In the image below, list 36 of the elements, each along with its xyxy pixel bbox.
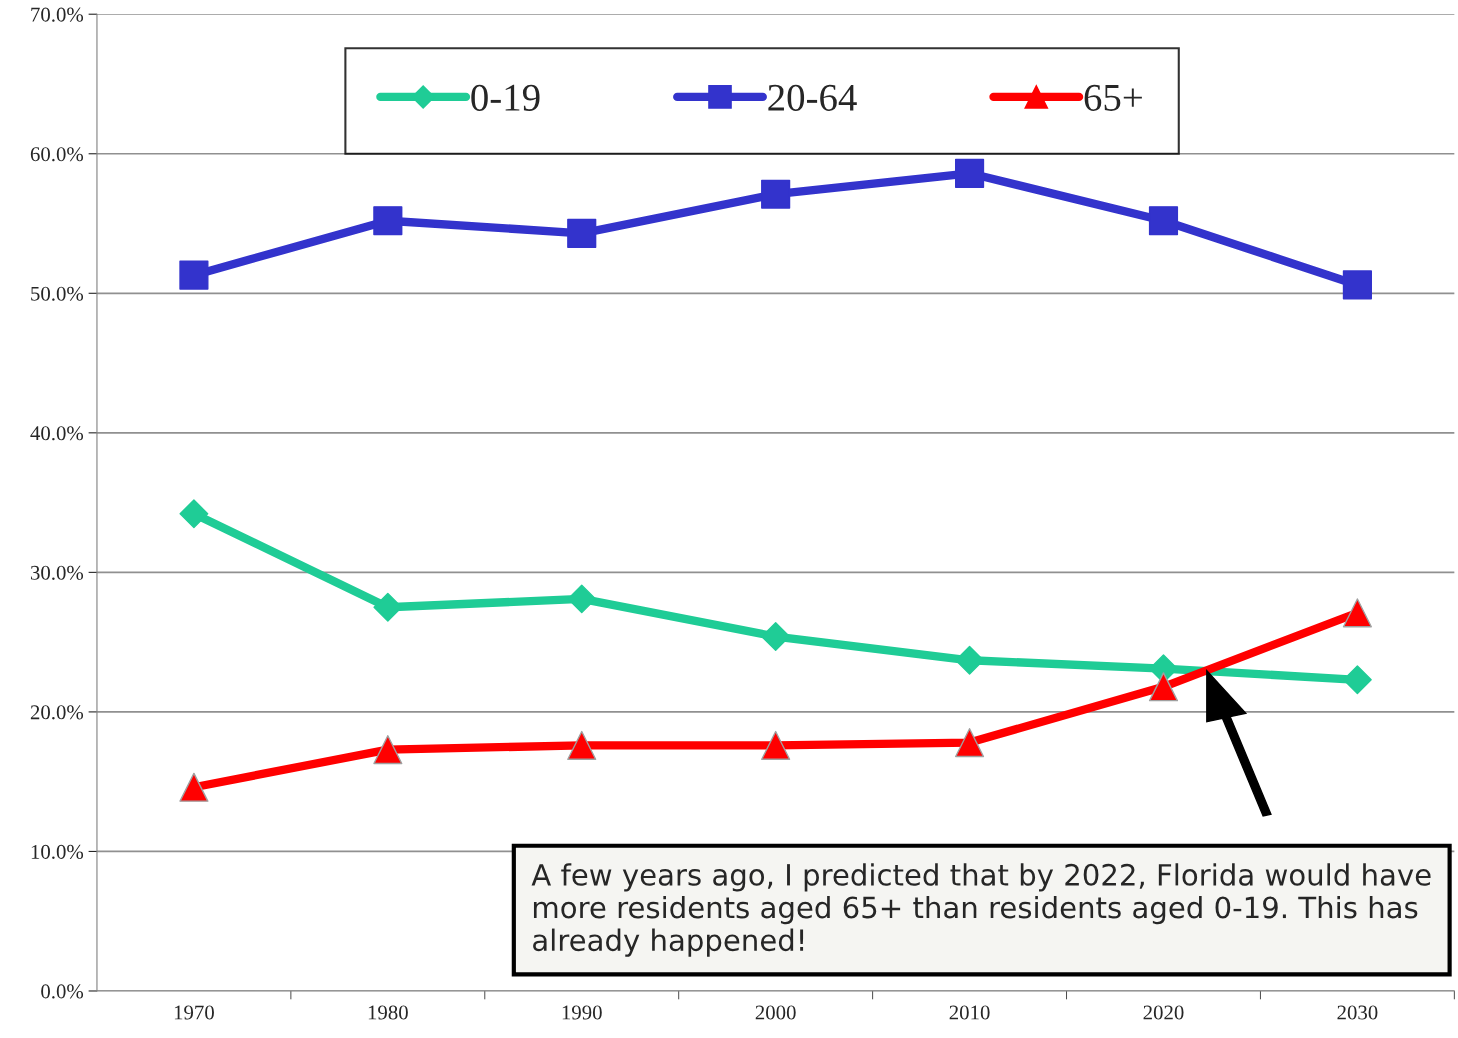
point (954, 728, 985, 758)
point (373, 206, 403, 236)
point (567, 218, 597, 248)
legend-label: 20-64 (768, 84, 857, 111)
legend-label: 0-19 (471, 84, 540, 111)
x-tick-label: 1980 (368, 1005, 408, 1020)
point (954, 158, 985, 188)
point (1148, 672, 1179, 702)
point (179, 772, 209, 802)
x-tick-label: 1990 (562, 1005, 602, 1020)
y-tick-label: 20.0% (30, 705, 84, 720)
x-tick-label: 2000 (755, 1005, 796, 1020)
point (567, 730, 597, 760)
y-tick-label: 0.0% (41, 984, 84, 999)
x-tick-label: 2020 (1143, 1005, 1184, 1020)
point (761, 179, 791, 209)
y-tick-label: 70.0% (31, 7, 84, 22)
point (1342, 598, 1372, 628)
legend-label: 65+ (1084, 84, 1142, 111)
point (761, 730, 791, 760)
y-tick-label: 10.0% (31, 844, 84, 859)
point (761, 622, 791, 651)
point (373, 734, 403, 765)
point (1148, 206, 1179, 236)
point (179, 499, 209, 529)
x-tick-label: 1970 (174, 1005, 214, 1020)
y-tick-label: 50.0% (31, 286, 84, 301)
y-tick-label: 60.0% (30, 147, 84, 162)
y-tick-label: 30.0% (30, 565, 84, 580)
point (567, 584, 597, 614)
x-tick-label: 2030 (1337, 1005, 1378, 1020)
y-tick-label: 40.0% (30, 426, 84, 441)
annotation: A few years ago, I predicted that by 2022, Florida would have more residents aged 65+ than residents aged 0-19. This has already happened! (531, 863, 1431, 957)
x-tick-label: 2010 (949, 1005, 990, 1020)
point (179, 260, 209, 290)
point (1342, 270, 1372, 300)
